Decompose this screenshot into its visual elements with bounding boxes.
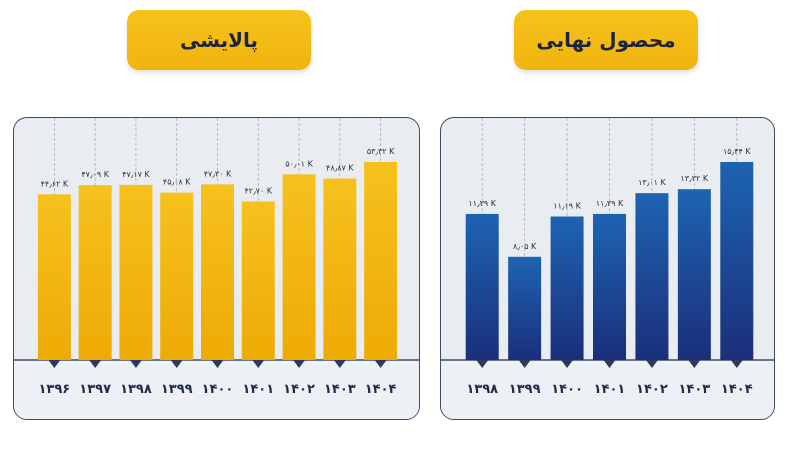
bar xyxy=(550,216,584,360)
bar-value-label: ۵۳٫۳۲ K xyxy=(367,147,395,156)
axis-marker-icon xyxy=(603,360,616,368)
bar-value-label: ۴۷٫۱۷ K xyxy=(122,170,150,179)
bar-value-label: ۴۵٫۰۸ K xyxy=(163,178,191,187)
bar xyxy=(635,193,669,360)
x-tick-label: ۱۳۹۷ xyxy=(79,382,111,397)
bar xyxy=(323,178,357,360)
bar-value-label: ۱۱٫۱۹ K xyxy=(553,202,581,211)
x-axis-band xyxy=(14,360,419,419)
x-tick-label: ۱۳۹۹ xyxy=(509,382,541,397)
axis-marker-icon xyxy=(374,360,387,368)
x-tick-label: ۱۴۰۰ xyxy=(202,382,234,397)
x-tick-label: ۱۳۹۶ xyxy=(39,382,71,397)
bar xyxy=(160,192,194,360)
bar-value-label: ۴۷٫۰۹ K xyxy=(81,170,109,179)
axis-marker-icon xyxy=(252,360,265,368)
x-tick-label: ۱۴۰۴ xyxy=(365,382,397,397)
bar-value-label: ۴۴٫۶۲ K xyxy=(41,179,69,188)
bar-value-label: ۴۷٫۳۰ K xyxy=(204,169,232,178)
bar xyxy=(720,162,754,360)
bar xyxy=(677,189,711,360)
bar-value-label: ۱۱٫۳۹ K xyxy=(596,199,624,208)
axis-marker-icon xyxy=(89,360,102,368)
bar-value-label: ۴۸٫۸۷ K xyxy=(326,164,354,173)
x-tick-label: ۱۳۹۸ xyxy=(120,382,152,397)
x-tick-label: ۱۴۰۲ xyxy=(636,382,668,397)
bar xyxy=(37,194,71,360)
x-tick-label: ۱۴۰۱ xyxy=(242,382,274,397)
bar-chart-refining: ۴۴٫۶۲ K ۱۳۹۶ ۴۷٫۰۹ K ۱۳۹۷ ۴۷٫۱۷ K ۱۳۹۸ ۴۵٫۰۸ K… xyxy=(14,118,419,419)
bar-value-label: ۴۲٫۷۰ K xyxy=(244,186,272,195)
axis-marker-icon xyxy=(48,360,61,368)
axis-marker-icon xyxy=(333,360,346,368)
chart-title-refining: پالایشی xyxy=(127,10,311,70)
bar-value-label: ۱۵٫۴۴ K xyxy=(723,147,751,156)
chart-panel-final-product: ۱۱٫۳۹ K ۱۳۹۸ ۸٫۰۵ K ۱۳۹۹ ۱۱٫۱۹ K ۱۴۰۰ ۱۱٫۳۹ K ۱… xyxy=(440,117,775,420)
x-tick-label: ۱۴۰۱ xyxy=(594,382,626,397)
axis-marker-icon xyxy=(129,360,142,368)
axis-marker-icon xyxy=(211,360,224,368)
bar xyxy=(241,201,275,360)
bar xyxy=(282,174,316,360)
chart-panel-refining: ۴۴٫۶۲ K ۱۳۹۶ ۴۷٫۰۹ K ۱۳۹۷ ۴۷٫۱۷ K ۱۳۹۸ ۴۵٫۰۸ K… xyxy=(13,117,420,420)
bar xyxy=(508,256,542,360)
bar-value-label: ۸٫۰۵ K xyxy=(513,242,537,251)
bar xyxy=(465,213,499,360)
chart-title-final-product: محصول نهایی xyxy=(514,10,698,70)
bar xyxy=(201,184,234,360)
bar xyxy=(78,185,112,360)
x-tick-label: ۱۴۰۳ xyxy=(324,382,356,397)
axis-marker-icon xyxy=(170,360,183,368)
bar-value-label: ۱۱٫۳۹ K xyxy=(468,199,496,208)
x-tick-label: ۱۴۰۳ xyxy=(678,382,710,397)
x-tick-label: ۱۴۰۴ xyxy=(721,382,753,397)
bar-value-label: ۵۰٫۰۱ K xyxy=(285,159,313,168)
x-axis-band xyxy=(441,360,774,419)
axis-marker-icon xyxy=(561,360,574,368)
axis-marker-icon xyxy=(518,360,531,368)
bar-value-label: ۱۳٫۰۱ K xyxy=(638,178,666,187)
axis-marker-icon xyxy=(688,360,701,368)
bar-value-label: ۱۳٫۳۲ K xyxy=(681,174,709,183)
bar xyxy=(364,162,398,360)
x-tick-label: ۱۴۰۲ xyxy=(283,382,315,397)
axis-marker-icon xyxy=(293,360,306,368)
bar xyxy=(593,213,626,360)
bar-chart-final-product: ۱۱٫۳۹ K ۱۳۹۸ ۸٫۰۵ K ۱۳۹۹ ۱۱٫۱۹ K ۱۴۰۰ ۱۱٫۳۹ K ۱… xyxy=(441,118,774,419)
x-tick-label: ۱۴۰۰ xyxy=(551,382,583,397)
axis-marker-icon xyxy=(476,360,489,368)
bar xyxy=(119,184,153,360)
axis-marker-icon xyxy=(645,360,658,368)
axis-marker-icon xyxy=(730,360,743,368)
x-tick-label: ۱۳۹۸ xyxy=(466,382,498,397)
x-tick-label: ۱۳۹۹ xyxy=(161,382,193,397)
